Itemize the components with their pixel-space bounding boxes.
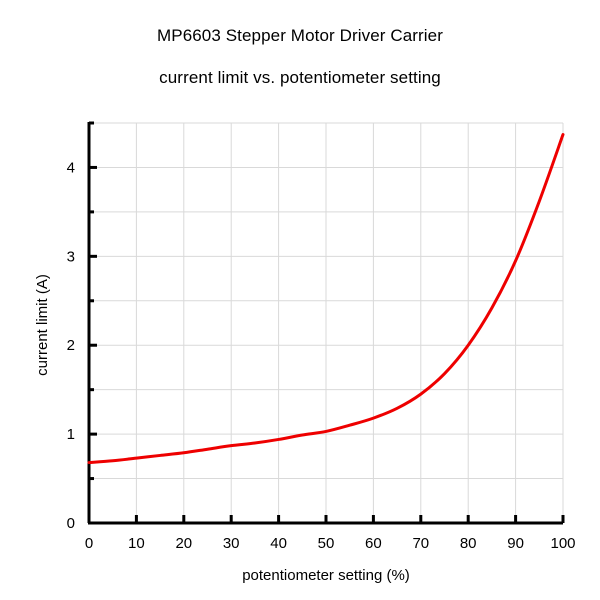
x-tick-label: 60 (365, 535, 382, 552)
series-line (87, 133, 565, 465)
data-series (87, 133, 565, 465)
x-tick-label: 80 (460, 535, 477, 552)
y-axis-title: current limit (A) (34, 274, 51, 376)
x-tick-label: 30 (223, 535, 240, 552)
x-tick-label: 90 (507, 535, 524, 552)
title-block: MP6603 Stepper Motor Driver Carrier curr… (0, 0, 600, 88)
x-tick-label: 100 (550, 535, 575, 552)
y-tick-label: 4 (67, 159, 75, 176)
x-tick-label: 70 (412, 535, 429, 552)
y-tick-label: 1 (67, 426, 75, 443)
grid-lines (88, 122, 564, 523)
x-tick-label: 0 (85, 535, 93, 552)
chart-title: MP6603 Stepper Motor Driver Carrier (157, 26, 443, 45)
x-tick-label: 40 (270, 535, 287, 552)
x-tick-label: 10 (128, 535, 145, 552)
y-tick-label: 3 (67, 248, 75, 265)
x-tick-label: 20 (175, 535, 192, 552)
chart-subtitle: current limit vs. potentiometer setting (159, 68, 441, 87)
x-axis-title: potentiometer setting (%) (242, 567, 410, 584)
y-tick-label: 0 (67, 515, 75, 532)
x-tick-label: 50 (318, 535, 335, 552)
y-tick-label: 2 (67, 337, 75, 354)
axis-ticks (89, 121, 565, 523)
